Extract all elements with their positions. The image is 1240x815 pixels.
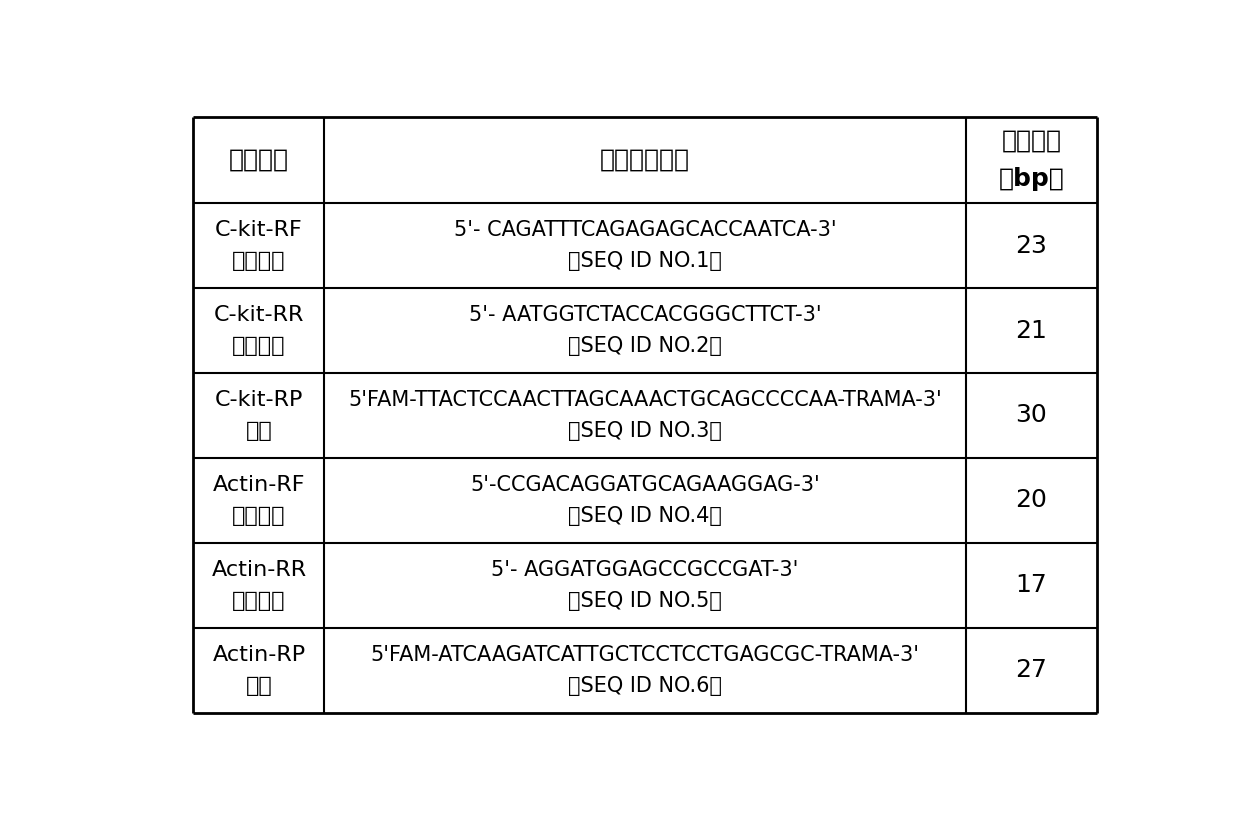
Text: 17: 17 <box>1016 574 1047 597</box>
Text: C-kit-RP
探针: C-kit-RP 探针 <box>215 390 303 441</box>
Text: 5'- AATGGTCTACCACGGGCTTCT-3'
（SEQ ID NO.2）: 5'- AATGGTCTACCACGGGCTTCT-3' （SEQ ID NO.… <box>469 305 821 356</box>
Text: 碱基长度
（bp）: 碱基长度 （bp） <box>998 128 1064 192</box>
Text: Actin-RF
上游引物: Actin-RF 上游引物 <box>213 475 305 526</box>
Text: C-kit-RR
下游引物: C-kit-RR 下游引物 <box>213 305 304 356</box>
Text: 23: 23 <box>1016 234 1048 258</box>
Text: 5'- CAGATTTCAGAGAGCACCAATCA-3'
（SEQ ID NO.1）: 5'- CAGATTTCAGAGAGCACCAATCA-3' （SEQ ID N… <box>454 220 837 271</box>
Text: 5'FAM-TTACTCCAACTTAGCAAACTGCAGCCCCAA-TRAMA-3'
（SEQ ID NO.3）: 5'FAM-TTACTCCAACTTAGCAAACTGCAGCCCCAA-TRA… <box>348 390 942 441</box>
Text: 5'- AGGATGGAGCCGCCGAT-3'
（SEQ ID NO.5）: 5'- AGGATGGAGCCGCCGAT-3' （SEQ ID NO.5） <box>491 560 799 611</box>
Text: 5'FAM-ATCAAGATCATTGCTCCTCCTGAGCGC-TRAMA-3'
（SEQ ID NO.6）: 5'FAM-ATCAAGATCATTGCTCCTCCTGAGCGC-TRAMA-… <box>371 645 920 696</box>
Text: Actin-RP
探针: Actin-RP 探针 <box>212 645 305 696</box>
Text: 30: 30 <box>1016 403 1047 427</box>
Text: C-kit-RF
上游引物: C-kit-RF 上游引物 <box>215 220 303 271</box>
Text: 21: 21 <box>1016 319 1048 342</box>
Text: Actin-RR
下游引物: Actin-RR 下游引物 <box>211 560 306 611</box>
Text: 27: 27 <box>1016 659 1048 682</box>
Text: 5'-CCGACAGGATGCAGAAGGAG-3'
（SEQ ID NO.4）: 5'-CCGACAGGATGCAGAAGGAG-3' （SEQ ID NO.4） <box>470 475 820 526</box>
Text: 序列名称: 序列名称 <box>229 148 289 172</box>
Text: 寡核苷酸序列: 寡核苷酸序列 <box>600 148 691 172</box>
Text: 20: 20 <box>1016 488 1048 513</box>
